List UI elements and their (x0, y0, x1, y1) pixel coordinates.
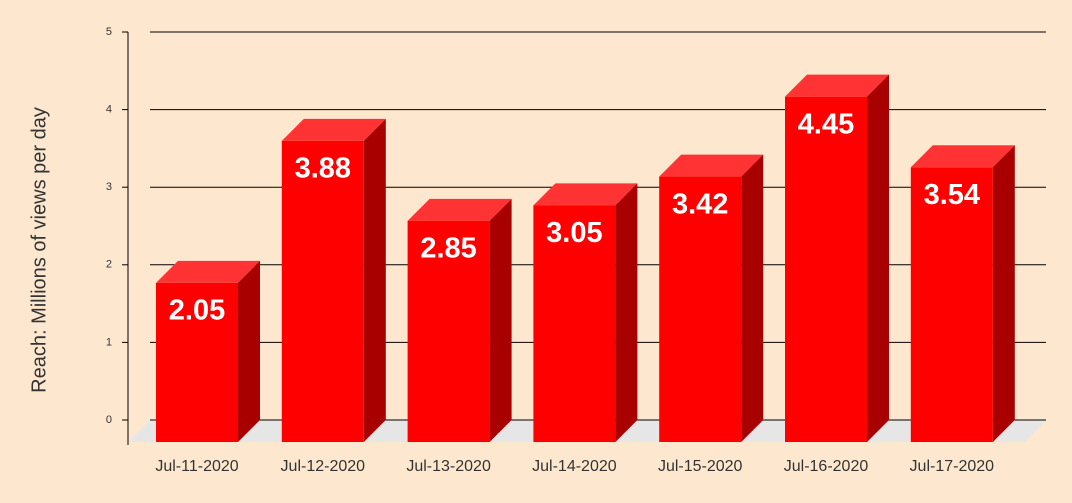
data-label: 3.54 (924, 179, 980, 211)
bar-side (992, 145, 1015, 442)
data-label: 3.42 (672, 188, 728, 220)
y-tick-label: 3 (106, 181, 112, 193)
bar-top (785, 74, 889, 97)
bar (785, 96, 867, 443)
bar (407, 220, 490, 442)
y-tick-label: 4 (106, 104, 112, 116)
bar-side (615, 183, 638, 442)
x-tick-label: Jul-15-2020 (658, 458, 743, 475)
bar-top (533, 183, 638, 206)
data-label: 4.45 (798, 108, 854, 140)
y-axis-label: Reach: Millions of views per day (28, 107, 50, 393)
data-label: 2.05 (169, 295, 225, 327)
bar-top (407, 198, 512, 221)
bar-top (910, 145, 1015, 168)
bar (659, 176, 742, 442)
data-label: 3.05 (546, 217, 602, 249)
bar-top (156, 260, 260, 283)
bar-side (489, 198, 512, 442)
x-tick-label: Jul-13-2020 (406, 458, 491, 475)
x-tick-label: Jul-16-2020 (784, 458, 869, 475)
y-tick-label: 1 (106, 336, 112, 348)
data-label: 3.88 (295, 153, 351, 185)
y-tick-label: 5 (106, 26, 112, 38)
x-tick-label: Jul-14-2020 (532, 458, 617, 475)
y-tick-label: 2 (106, 259, 112, 271)
bar (533, 205, 616, 442)
bar-top (281, 118, 386, 141)
y-tick-label: 0 (106, 414, 112, 426)
bar (281, 140, 364, 443)
bar-top (659, 154, 764, 177)
bar-side (238, 260, 260, 442)
x-tick-label: Jul-11-2020 (155, 458, 238, 475)
bar-side (867, 74, 889, 443)
bar-side (363, 118, 386, 443)
data-label: 2.85 (420, 232, 476, 264)
bar (156, 282, 238, 442)
bar (910, 167, 993, 442)
x-tick-label: Jul-12-2020 (281, 458, 366, 475)
bar-side (741, 154, 764, 442)
x-tick-label: Jul-17-2020 (910, 458, 995, 475)
